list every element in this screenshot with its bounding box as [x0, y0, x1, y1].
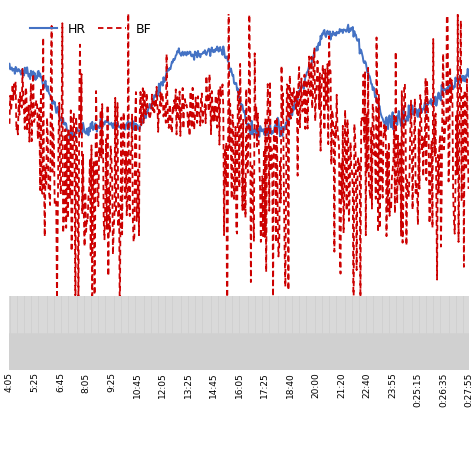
Legend: HR, BF: HR, BF — [25, 18, 156, 41]
